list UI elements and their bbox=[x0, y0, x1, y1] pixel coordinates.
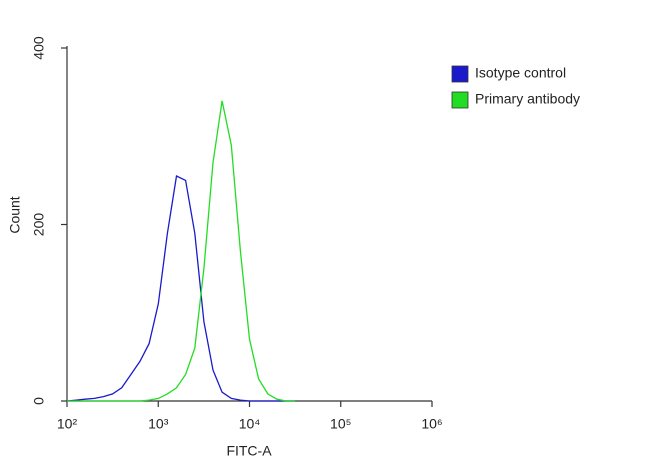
legend-label: Isotype control bbox=[475, 65, 566, 81]
x-tick-label: 10⁶ bbox=[421, 416, 442, 432]
y-axis-label: Count bbox=[7, 196, 23, 233]
x-tick-label: 10² bbox=[57, 416, 78, 432]
series-line bbox=[66, 175, 296, 402]
y-tick-label: 200 bbox=[31, 213, 47, 237]
x-tick-label: 10⁵ bbox=[330, 416, 351, 432]
y-tick-label: 400 bbox=[31, 36, 47, 60]
x-axis-label: FITC-A bbox=[226, 443, 272, 459]
legend-label: Primary antibody bbox=[475, 91, 580, 107]
series-line bbox=[67, 100, 296, 402]
legend-swatch bbox=[451, 65, 469, 83]
legend-swatch bbox=[451, 91, 469, 109]
x-tick-label: 10³ bbox=[148, 416, 169, 432]
y-tick-label: 0 bbox=[31, 397, 47, 405]
x-tick-label: 10⁴ bbox=[239, 416, 261, 432]
